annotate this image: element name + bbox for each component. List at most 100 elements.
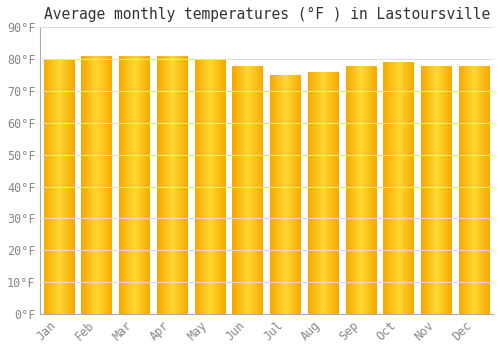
Bar xyxy=(160,56,161,314)
Bar xyxy=(232,65,233,314)
Bar xyxy=(209,59,210,314)
Bar xyxy=(184,56,186,314)
Bar xyxy=(224,59,225,314)
Bar xyxy=(273,75,274,314)
Bar xyxy=(446,65,447,314)
Bar xyxy=(219,59,220,314)
Bar xyxy=(397,62,398,314)
Bar xyxy=(422,65,423,314)
Title: Average monthly temperatures (°F ) in Lastoursville: Average monthly temperatures (°F ) in La… xyxy=(44,7,490,22)
Bar xyxy=(251,65,252,314)
Bar xyxy=(335,72,336,314)
Bar xyxy=(325,72,326,314)
Bar xyxy=(411,62,412,314)
Bar xyxy=(309,72,310,314)
Bar xyxy=(195,59,196,314)
Bar xyxy=(198,59,200,314)
Bar xyxy=(134,56,135,314)
Bar xyxy=(144,56,145,314)
Bar xyxy=(72,59,73,314)
Bar xyxy=(234,65,235,314)
Bar xyxy=(300,75,301,314)
Bar xyxy=(214,59,216,314)
Bar xyxy=(447,65,448,314)
Bar xyxy=(463,65,464,314)
Bar xyxy=(389,62,390,314)
Bar xyxy=(52,59,53,314)
Bar xyxy=(55,59,56,314)
Bar xyxy=(403,62,404,314)
Bar xyxy=(82,56,83,314)
Bar xyxy=(471,65,472,314)
Bar xyxy=(429,65,430,314)
Bar xyxy=(59,59,60,314)
Bar xyxy=(213,59,214,314)
Bar xyxy=(85,56,86,314)
Bar xyxy=(459,65,460,314)
Bar xyxy=(385,62,386,314)
Bar xyxy=(280,75,281,314)
Bar xyxy=(54,59,55,314)
Bar xyxy=(233,65,234,314)
Bar xyxy=(148,56,149,314)
Bar xyxy=(214,59,215,314)
Bar xyxy=(243,65,244,314)
Bar xyxy=(158,56,159,314)
Bar xyxy=(128,56,129,314)
Bar xyxy=(468,65,469,314)
Bar xyxy=(370,65,371,314)
Bar xyxy=(333,72,334,314)
Bar xyxy=(57,59,58,314)
Bar xyxy=(388,62,389,314)
Bar xyxy=(197,59,198,314)
Bar xyxy=(404,62,405,314)
Bar xyxy=(434,65,435,314)
Bar xyxy=(387,62,388,314)
Bar xyxy=(462,65,463,314)
Bar xyxy=(140,56,141,314)
Bar xyxy=(409,62,410,314)
Bar xyxy=(470,65,471,314)
Bar xyxy=(450,65,451,314)
Bar xyxy=(249,65,250,314)
Bar xyxy=(346,65,347,314)
Bar xyxy=(239,65,240,314)
Bar xyxy=(105,56,106,314)
Bar xyxy=(244,65,245,314)
Bar xyxy=(291,75,292,314)
Bar xyxy=(182,56,183,314)
Bar xyxy=(236,65,237,314)
Bar xyxy=(46,59,47,314)
Bar xyxy=(373,65,374,314)
Bar xyxy=(362,65,363,314)
Bar xyxy=(143,56,144,314)
Bar xyxy=(351,65,352,314)
Bar xyxy=(220,59,221,314)
Bar xyxy=(482,65,483,314)
Bar xyxy=(334,72,335,314)
Bar xyxy=(428,65,430,314)
Bar xyxy=(394,62,395,314)
Bar xyxy=(391,62,392,314)
Bar xyxy=(109,56,110,314)
Bar xyxy=(349,65,350,314)
Bar xyxy=(103,56,104,314)
Bar xyxy=(276,75,277,314)
Bar xyxy=(102,56,103,314)
Bar xyxy=(408,62,409,314)
Bar xyxy=(449,65,450,314)
Bar xyxy=(390,62,391,314)
Bar xyxy=(161,56,162,314)
Bar xyxy=(87,56,88,314)
Bar xyxy=(433,65,434,314)
Bar xyxy=(235,65,236,314)
Bar xyxy=(426,65,427,314)
Bar xyxy=(295,75,296,314)
Bar xyxy=(159,56,160,314)
Bar xyxy=(364,65,365,314)
Bar xyxy=(64,59,65,314)
Bar xyxy=(89,56,90,314)
Bar xyxy=(257,65,258,314)
Bar xyxy=(350,65,351,314)
Bar xyxy=(166,56,167,314)
